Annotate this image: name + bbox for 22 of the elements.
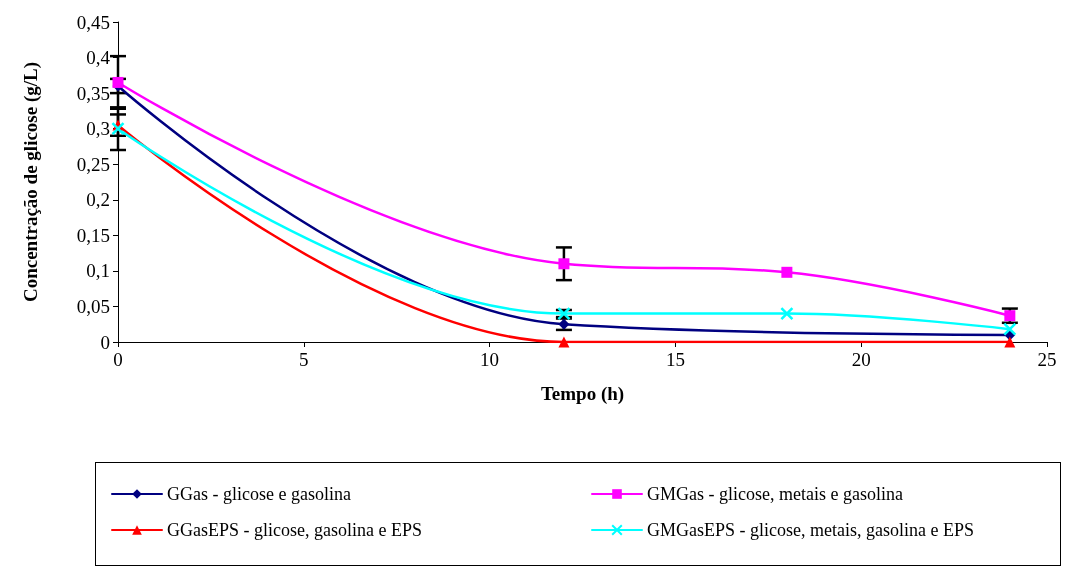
y-tick-label: 0,35 [76,82,110,104]
y-tick-label: 0,15 [76,224,110,246]
y-axis-title: Concentração de glicose (g/L) [20,61,42,303]
y-tick-label: 0,3 [86,118,110,140]
legend-label: GGas - glicose e gasolina [167,484,351,504]
y-tick-label: 0,4 [86,47,111,69]
x-tick-label: 25 [1037,349,1057,370]
y-tick-label: 0,25 [76,153,110,175]
legend-label: GMGasEPS - glicose, metais, gasolina e EPS [647,520,974,540]
legend-label: GGasEPS - glicose, gasolina e EPS [167,520,422,540]
legend-label: GMGas - glicose, metais e gasolina [647,484,903,504]
y-tick-label: 0,2 [86,189,110,211]
y-tick-label: 0 [100,331,110,353]
y-tick-label: 0,1 [86,260,110,282]
x-tick-label: 10 [480,349,500,370]
x-tick-label: 15 [665,349,685,370]
y-tick-label: 0,45 [76,11,110,33]
x-tick-label: 0 [113,349,123,370]
x-tick-label: 5 [299,349,309,370]
x-axis-title: Tempo (h) [540,383,625,405]
x-tick-label: 20 [851,349,871,370]
y-tick-label: 0,05 [76,295,110,317]
